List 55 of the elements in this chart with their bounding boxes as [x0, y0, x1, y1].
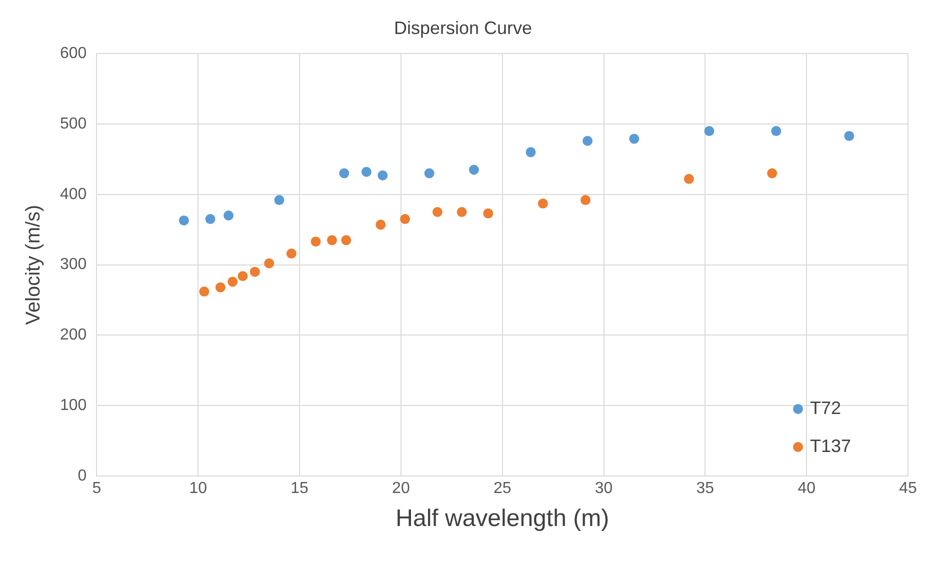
x-tick-label: 45 — [899, 480, 917, 498]
point — [538, 198, 548, 209]
point — [205, 214, 216, 224]
x-tick-label: 30 — [594, 480, 613, 498]
point — [215, 282, 226, 292]
point — [341, 235, 352, 246]
x-tick-label: 15 — [290, 480, 309, 498]
y-tick-label: 400 — [60, 186, 87, 203]
x-tick-label: 20 — [392, 480, 410, 498]
point — [582, 136, 593, 146]
x-tick-label: 40 — [798, 480, 816, 498]
point — [771, 126, 782, 136]
point — [274, 195, 284, 206]
legend-label: T137 — [810, 436, 852, 456]
y-tick-label: 600 — [60, 45, 87, 62]
point — [704, 126, 714, 136]
y-tick-label: 100 — [60, 397, 87, 414]
point — [580, 195, 591, 206]
point — [199, 286, 210, 297]
y-tick-label: 0 — [78, 467, 87, 484]
x-tick-label: 25 — [493, 480, 512, 498]
point — [483, 208, 494, 218]
point — [629, 134, 640, 144]
point — [526, 147, 536, 158]
point — [224, 210, 234, 221]
point — [424, 168, 434, 178]
chart-title: Dispersion Curve — [394, 18, 532, 38]
point — [400, 214, 410, 224]
y-tick-label: 300 — [60, 256, 87, 274]
point — [456, 207, 467, 217]
point — [378, 170, 388, 180]
point — [228, 276, 238, 287]
point — [432, 207, 442, 217]
y-tick-label: 500 — [60, 115, 87, 132]
point — [844, 130, 854, 141]
point — [178, 215, 189, 226]
point — [339, 168, 350, 178]
x-tick-label: 10 — [189, 480, 208, 498]
y-axis-title: Velocity (m/s) — [22, 204, 45, 325]
point — [250, 266, 260, 277]
x-tick-label: 35 — [696, 480, 714, 498]
x-tick-label: 5 — [92, 480, 102, 498]
point — [264, 258, 274, 268]
point — [326, 235, 337, 246]
point — [361, 166, 372, 177]
point — [468, 164, 479, 175]
point — [376, 220, 386, 230]
point — [684, 174, 694, 184]
point — [767, 168, 778, 178]
point — [310, 236, 321, 247]
x-axis-title: Half wavelength (m) — [396, 505, 610, 532]
point — [286, 248, 296, 259]
point — [238, 271, 248, 282]
legend-label: T72 — [810, 398, 842, 418]
y-tick-label: 200 — [60, 326, 87, 344]
